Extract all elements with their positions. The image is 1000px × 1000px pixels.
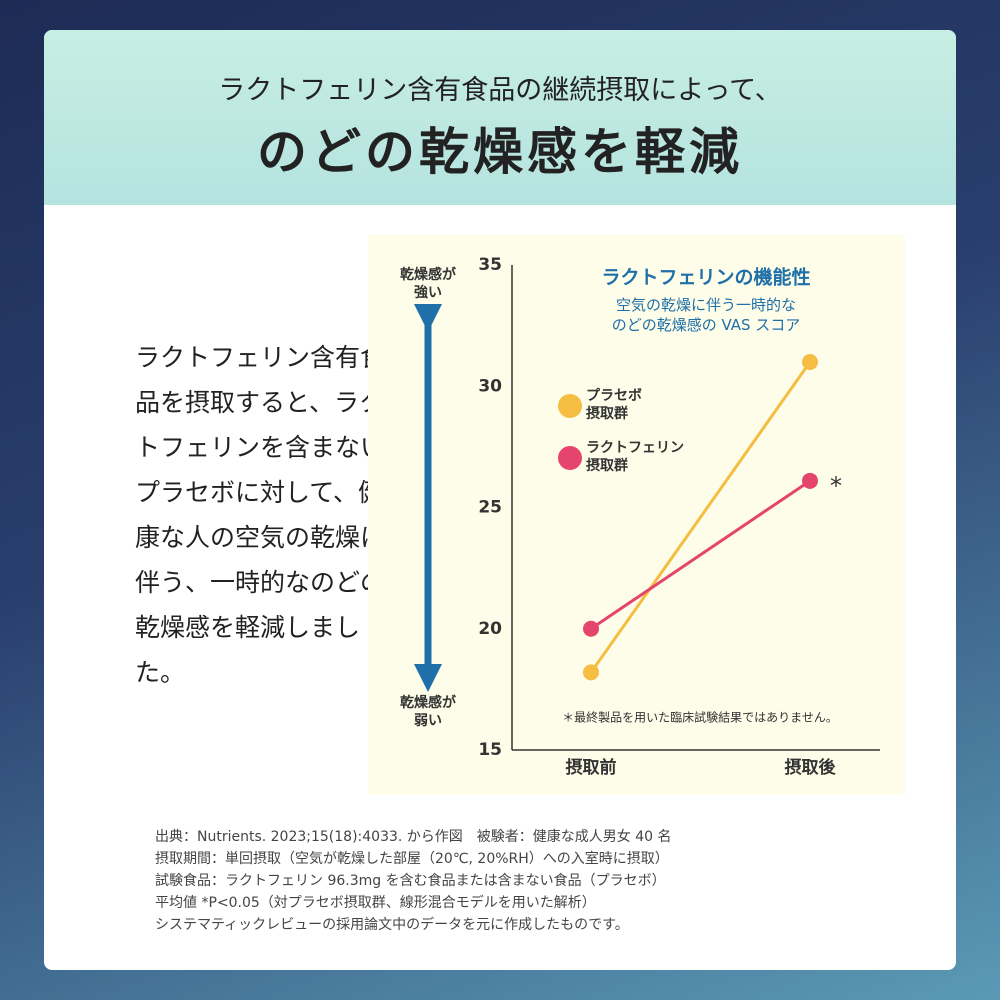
header-subtitle: ラクトフェリン含有食品の継続摂取によって、 — [218, 75, 782, 106]
data-point — [583, 620, 599, 637]
header-title: のどの乾燥感を軽減 — [257, 122, 743, 181]
legend-label: プラセボ 摂取群 — [586, 388, 642, 422]
series-line — [590, 479, 811, 630]
footnote: 試験食品：ラクトフェリン 96.3mg を含む食品または含まない食品（プラセボ） — [155, 873, 666, 889]
footnote: 摂取期間：単回摂取（空気が乾燥した部屋（20℃, 20%RH）への入室時に摂取） — [155, 851, 669, 867]
legend-marker — [558, 446, 582, 470]
x-tick-label: 摂取後 — [785, 757, 837, 778]
y-tick-label: 25 — [478, 498, 502, 518]
chart-subtitle: 空気の乾燥に伴う一時的な のどの乾燥感の VAS スコア — [611, 296, 801, 334]
y-tick-label: 15 — [478, 740, 502, 760]
annotation: * — [830, 472, 842, 500]
footnote: 平均値 *P<0.05（対プラセボ摂取群、線形混合モデルを用いた解析） — [155, 895, 596, 911]
data-point — [802, 354, 818, 370]
note: ＊最終製品を用いた臨床試験結果ではありません。 — [562, 710, 838, 725]
chart-title: ラクトフェリンの機能性 — [601, 266, 810, 289]
series-line — [589, 361, 812, 674]
data-point — [583, 664, 599, 681]
axis-top-label: 乾燥感が 強い — [400, 267, 456, 301]
y-tick-label: 30 — [478, 376, 502, 396]
header: ラクトフェリン含有食品の継続摂取によって、 のどの乾燥感を軽減 — [44, 30, 956, 205]
y-tick-label: 20 — [478, 619, 502, 639]
chart-panel — [368, 235, 905, 795]
legend-label: ラクトフェリン 摂取群 — [586, 440, 684, 474]
x-tick-label: 摂取前 — [566, 757, 617, 778]
legend-marker — [558, 394, 582, 418]
axis-bottom-label: 乾燥感が 弱い — [400, 695, 456, 729]
footnote: システマティックレビューの採用論文中のデータを元に作成したものです。 — [155, 917, 629, 933]
data-point — [802, 472, 818, 489]
body-text: ラクトフェリン含有食品を摂取すると、ラクトフェリンを含まないプラセボに対して、健… — [135, 343, 386, 687]
footnote: 出典：Nutrients. 2023;15(18):4033. から作図 被験者… — [155, 829, 672, 845]
y-tick-label: 35 — [478, 255, 502, 275]
